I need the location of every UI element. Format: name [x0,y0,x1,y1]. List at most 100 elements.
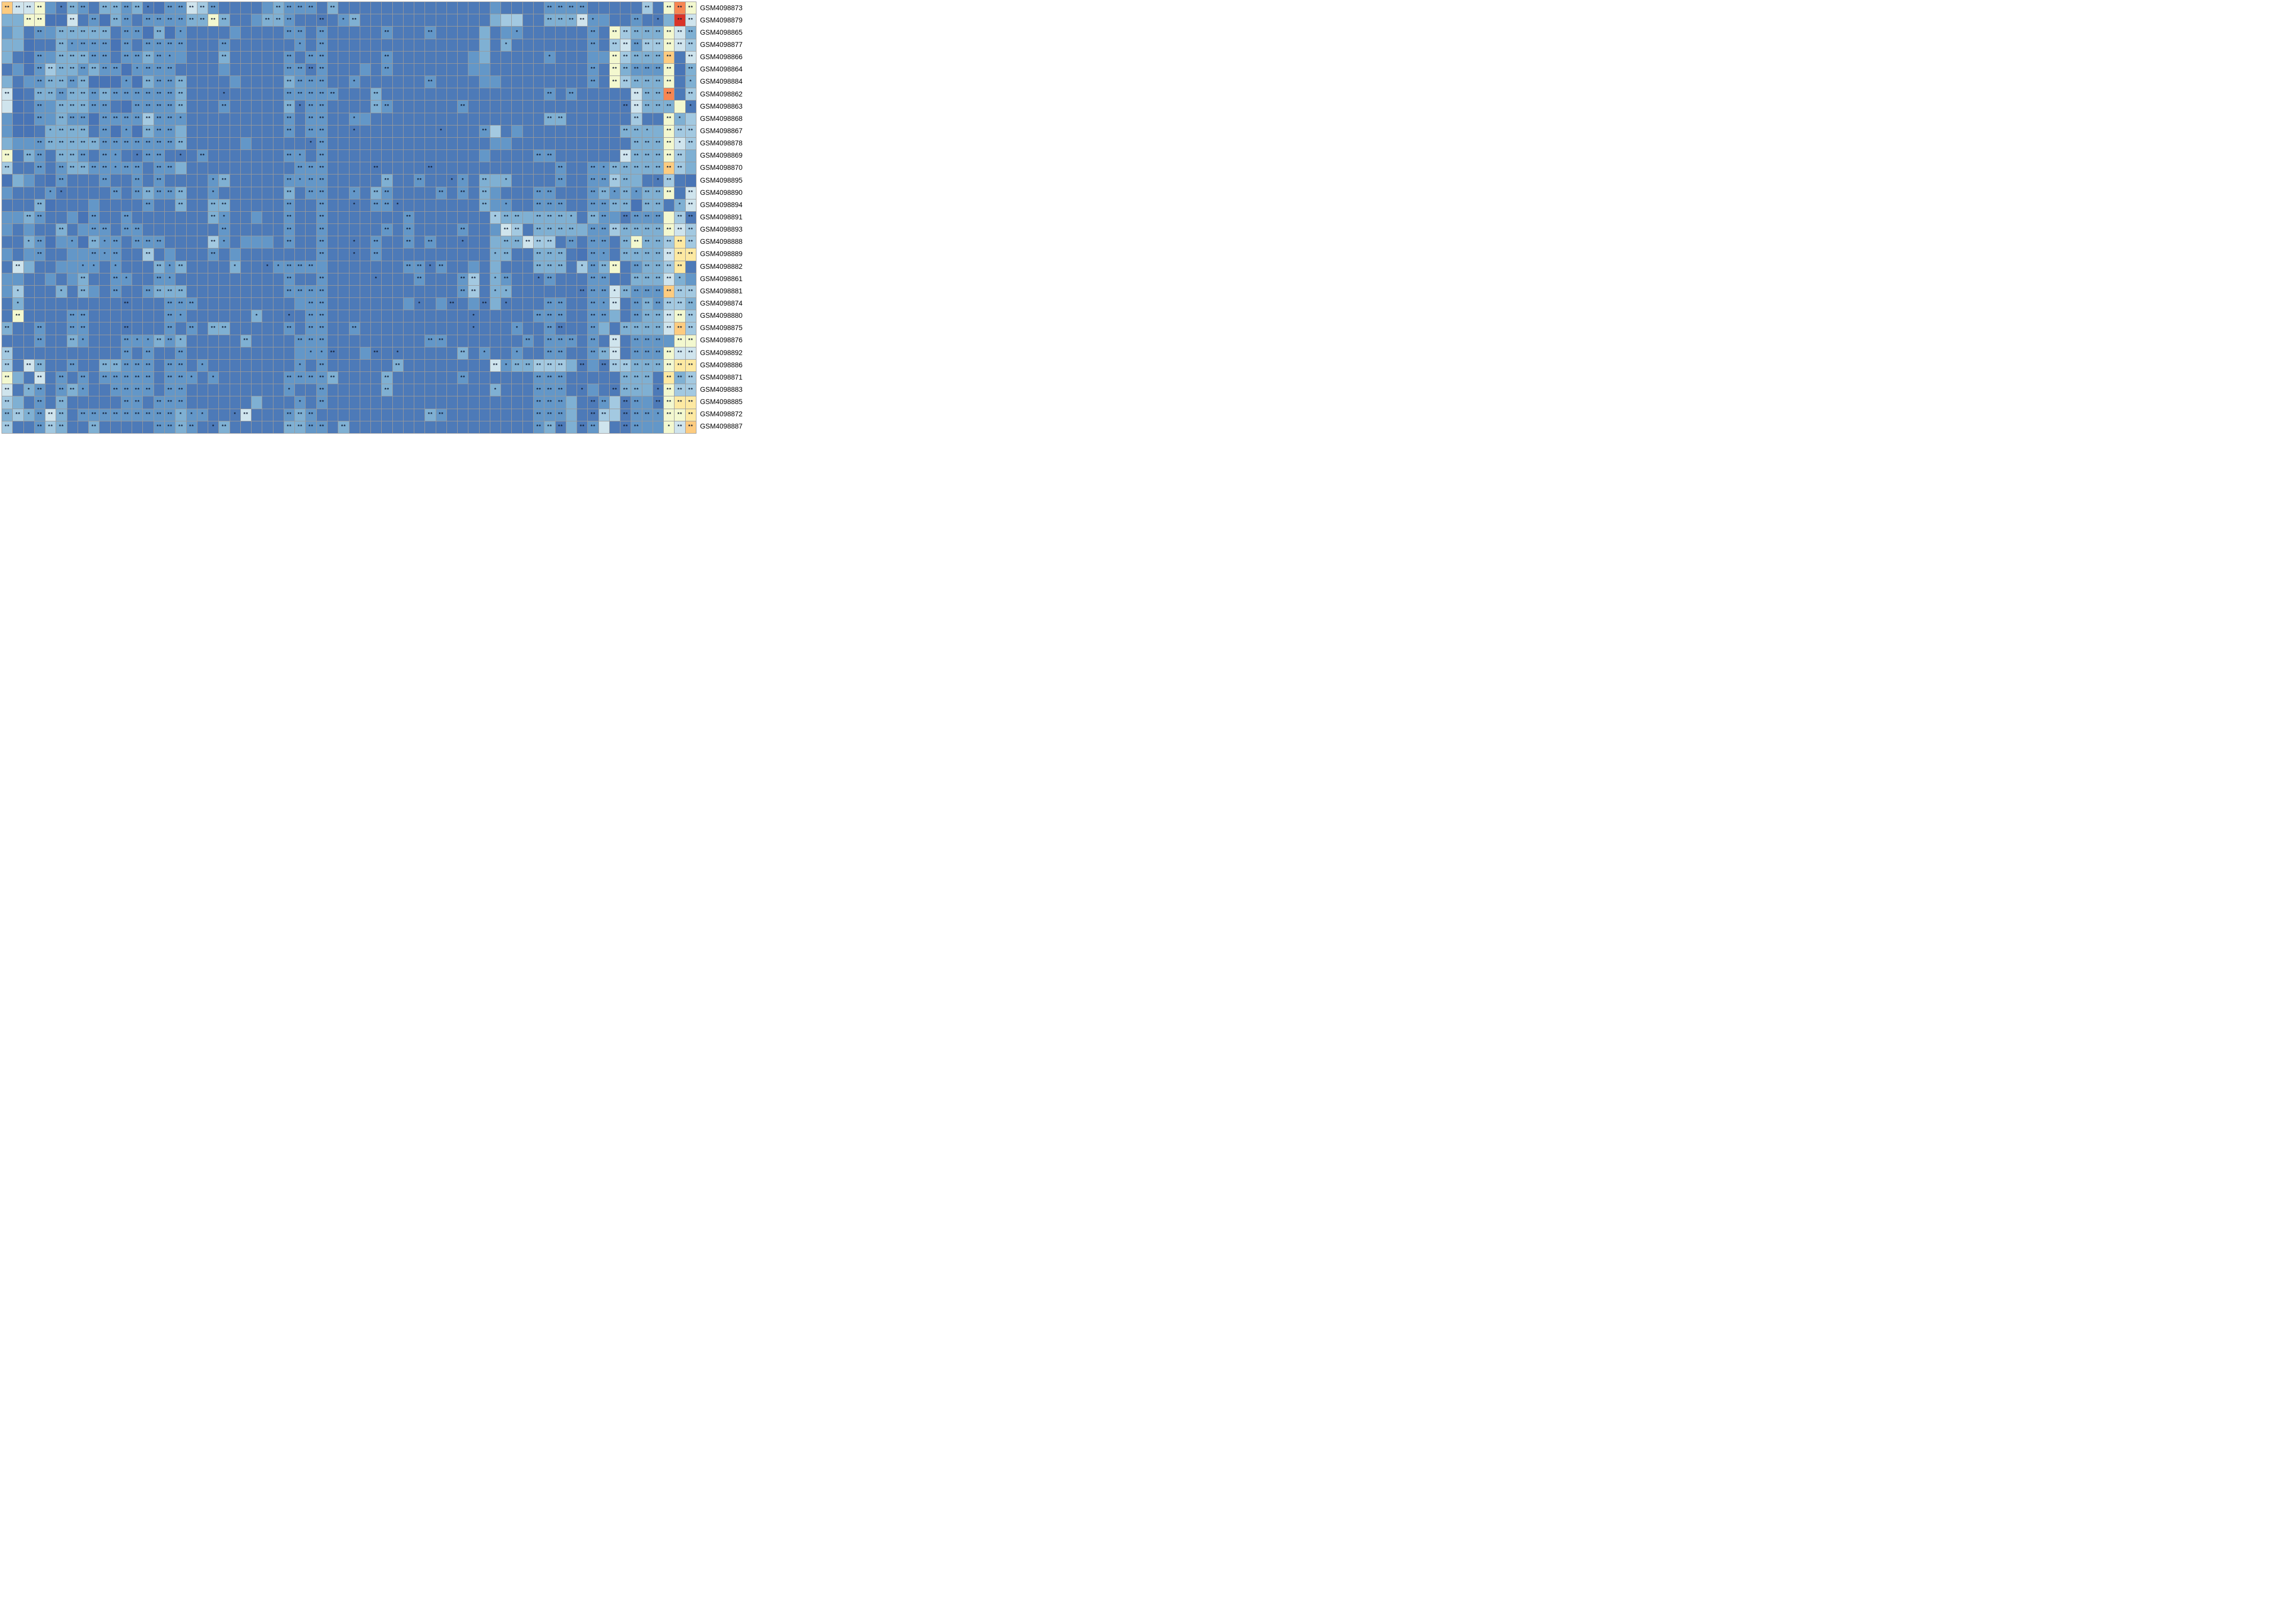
row-label: GSM4098865 [700,28,743,36]
heatmap-cell [121,187,132,199]
heatmap-cell [588,359,598,372]
heatmap-cell: ** [675,359,685,372]
heatmap-cell [675,76,685,88]
heatmap-cell: * [675,273,685,285]
heatmap-cell [620,273,631,285]
heatmap-cell [110,298,121,310]
heatmap-cell [23,248,34,261]
heatmap-cell [577,101,588,113]
heatmap-cell [252,224,262,236]
heatmap-cell [327,174,338,187]
heatmap-cell [284,162,295,174]
heatmap-cell: * [512,27,522,39]
heatmap-cell: ** [382,27,392,39]
heatmap-cell: * [501,174,512,187]
heatmap-cell: ** [653,51,664,63]
row-label: GSM4098872 [700,410,743,418]
heatmap-cell: * [306,347,316,359]
heatmap-cell: ** [620,162,631,174]
heatmap-cell [230,137,240,150]
heatmap-cell [327,187,338,199]
heatmap-cell [631,2,642,14]
heatmap-cell [273,298,284,310]
heatmap-cell: ** [555,14,566,27]
heatmap-cell [338,162,349,174]
heatmap-cell [338,298,349,310]
heatmap-cell [349,39,360,51]
heatmap-cell: ** [306,2,316,14]
heatmap-cell [425,14,436,27]
heatmap-cell [208,63,219,76]
heatmap-cell [458,2,468,14]
heatmap-cell: ** [316,113,327,125]
heatmap-cell: ** [675,322,685,335]
heatmap-cell [67,421,78,433]
heatmap-cell: ** [631,310,642,322]
heatmap-cell: ** [132,384,143,396]
heatmap-cell: ** [284,199,295,211]
heatmap-cell: ** [338,421,349,433]
heatmap-cell [67,224,78,236]
heatmap-cell: ** [164,384,176,396]
heatmap-cell [230,285,240,298]
heatmap-cell: * [230,261,240,273]
heatmap-cell: ** [685,236,696,248]
heatmap-cell: ** [121,335,132,347]
heatmap-cell: ** [631,101,642,113]
heatmap-cell [555,125,566,137]
heatmap-cell: * [675,113,685,125]
heatmap-cell [577,27,588,39]
heatmap-cell [240,396,252,409]
heatmap-cell [382,359,392,372]
heatmap-cell [620,347,631,359]
heatmap-cell [295,236,306,248]
heatmap-cell [490,372,501,384]
heatmap-cell [360,150,371,162]
heatmap-cell [609,421,620,433]
heatmap-cell: ** [67,335,78,347]
heatmap-cell [252,187,262,199]
heatmap-cell [262,2,273,14]
heatmap-cell [186,236,197,248]
heatmap-cell [479,63,490,76]
heatmap-cell: * [176,27,186,39]
heatmap-cell: ** [675,248,685,261]
heatmap-cell [252,384,262,396]
heatmap-cell [446,2,458,14]
heatmap-cell [273,335,284,347]
heatmap-cell: ** [316,310,327,322]
heatmap-cell [327,211,338,224]
heatmap-cell [414,14,425,27]
heatmap-cell [338,174,349,187]
heatmap-cell [78,396,89,409]
heatmap-cell [219,2,230,14]
heatmap-cell [23,101,34,113]
heatmap-cell [240,113,252,125]
heatmap-cell: ** [620,211,631,224]
heatmap-cell [2,51,13,63]
heatmap-cell [208,51,219,63]
heatmap-cell: ** [316,51,327,63]
heatmap-cell: ** [2,372,13,384]
heatmap-cell: ** [685,51,696,63]
heatmap-cell: * [78,335,89,347]
heatmap-cell [501,150,512,162]
heatmap-cell: ** [56,63,67,76]
heatmap-cell [186,199,197,211]
heatmap-cell: ** [685,63,696,76]
heatmap-cell [99,285,110,298]
heatmap-cell [252,261,262,273]
heatmap-cell [382,113,392,125]
heatmap-cell [208,409,219,421]
heatmap-cell: ** [642,137,653,150]
heatmap-cell [414,137,425,150]
heatmap-cell: ** [132,137,143,150]
heatmap-cell: ** [110,137,121,150]
heatmap-cell [360,39,371,51]
heatmap-cell [176,174,186,187]
heatmap-cell: ** [132,236,143,248]
heatmap-cell: ** [316,150,327,162]
heatmap-cell [490,347,501,359]
heatmap-cell: ** [121,396,132,409]
heatmap-cell: ** [143,236,154,248]
